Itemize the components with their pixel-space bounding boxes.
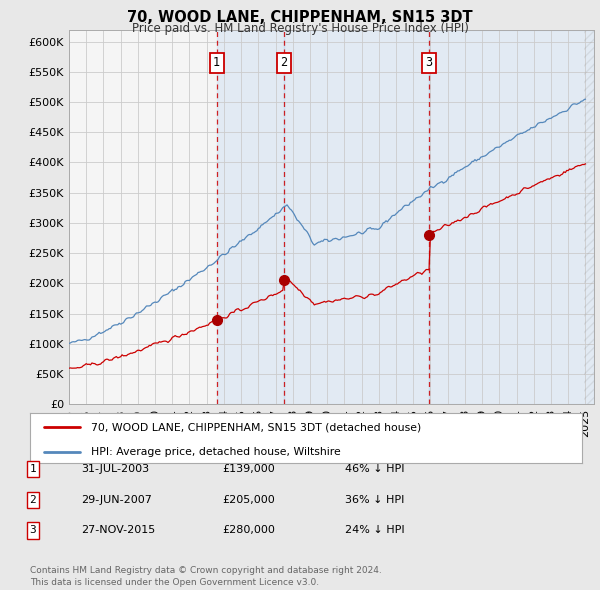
Text: £280,000: £280,000 — [222, 526, 275, 535]
Text: 1: 1 — [213, 56, 220, 69]
Text: 31-JUL-2003: 31-JUL-2003 — [81, 464, 149, 474]
Text: 27-NOV-2015: 27-NOV-2015 — [81, 526, 155, 535]
Bar — [284, 30, 429, 404]
Text: Contains HM Land Registry data © Crown copyright and database right 2024.
This d: Contains HM Land Registry data © Crown c… — [30, 566, 382, 587]
Text: 29-JUN-2007: 29-JUN-2007 — [81, 495, 152, 504]
Text: 70, WOOD LANE, CHIPPENHAM, SN15 3DT (detached house): 70, WOOD LANE, CHIPPENHAM, SN15 3DT (det… — [91, 422, 421, 432]
Text: £205,000: £205,000 — [222, 495, 275, 504]
Text: HPI: Average price, detached house, Wiltshire: HPI: Average price, detached house, Wilt… — [91, 447, 340, 457]
Text: 24% ↓ HPI: 24% ↓ HPI — [345, 526, 404, 535]
Bar — [217, 30, 284, 404]
Text: Price paid vs. HM Land Registry's House Price Index (HPI): Price paid vs. HM Land Registry's House … — [131, 22, 469, 35]
Text: 2: 2 — [29, 495, 37, 504]
Bar — [429, 30, 594, 404]
Text: 1: 1 — [29, 464, 37, 474]
Bar — [584, 30, 594, 404]
Text: £139,000: £139,000 — [222, 464, 275, 474]
Text: 46% ↓ HPI: 46% ↓ HPI — [345, 464, 404, 474]
Text: 70, WOOD LANE, CHIPPENHAM, SN15 3DT: 70, WOOD LANE, CHIPPENHAM, SN15 3DT — [127, 10, 473, 25]
Text: 3: 3 — [425, 56, 433, 69]
Text: 36% ↓ HPI: 36% ↓ HPI — [345, 495, 404, 504]
Text: 3: 3 — [29, 526, 37, 535]
Text: 2: 2 — [281, 56, 288, 69]
